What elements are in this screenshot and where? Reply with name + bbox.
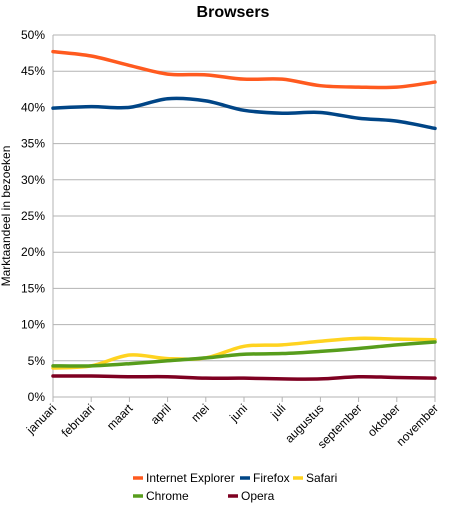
- series-lines: [51, 49, 437, 381]
- y-tick-label: 45%: [21, 64, 45, 78]
- y-tick-label: 0%: [28, 390, 46, 404]
- axes: [52, 35, 436, 402]
- legend-label: Internet Explorer: [146, 471, 235, 485]
- legend-item-internet-explorer: Internet Explorer: [133, 471, 235, 485]
- y-tick-label: 35%: [21, 137, 45, 151]
- y-tick-label: 15%: [21, 281, 45, 295]
- y-axis-label: Marktaandeel in bezoeken: [0, 146, 13, 287]
- legend-label: Firefox: [253, 471, 290, 485]
- gridlines: [53, 34, 435, 398]
- x-tick-label: oktober: [365, 401, 403, 439]
- legend-item-safari: Safari: [293, 471, 337, 485]
- chart-title: Browsers: [197, 4, 270, 21]
- x-tick-label: mei: [188, 401, 212, 425]
- legend-label: Safari: [306, 471, 337, 485]
- x-tick-label: april: [148, 401, 174, 427]
- y-tick-label: 50%: [21, 28, 45, 42]
- x-tick-label: januari: [23, 401, 59, 437]
- y-tick-labels: 0% 5% 10% 15% 20% 25% 30% 35% 40% 45% 50%: [21, 28, 45, 404]
- legend-item-chrome: Chrome: [133, 489, 189, 503]
- y-tick-label: 40%: [21, 100, 45, 114]
- legend-item-firefox: Firefox: [240, 471, 290, 485]
- x-tick-labels: januari februari maart april mei juni juliaugu…: [23, 401, 441, 451]
- series-line-opera: [51, 374, 437, 381]
- series-line-safari: [51, 336, 437, 370]
- x-tick-label: maart: [104, 401, 136, 433]
- series-line-chrome: [51, 340, 437, 368]
- y-tick-label: 10%: [21, 318, 45, 332]
- x-tick-label: februari: [59, 401, 98, 440]
- y-tick-label: 30%: [21, 173, 45, 187]
- y-tick-label: 5%: [28, 354, 46, 368]
- x-tick-label: november: [393, 401, 441, 449]
- legend: Internet Explorer Firefox Safari Chrome Oper…: [133, 471, 337, 503]
- y-tick-label: 20%: [21, 245, 45, 259]
- series-line-internet-explorer: [51, 49, 437, 90]
- x-tick-label: juli: [267, 401, 288, 422]
- x-tick-label: juni: [226, 401, 250, 425]
- legend-item-opera: Opera: [228, 489, 275, 503]
- series-line-firefox: [51, 96, 437, 131]
- legend-label: Chrome: [146, 489, 189, 503]
- legend-label: Opera: [241, 489, 275, 503]
- y-tick-label: 25%: [21, 209, 45, 223]
